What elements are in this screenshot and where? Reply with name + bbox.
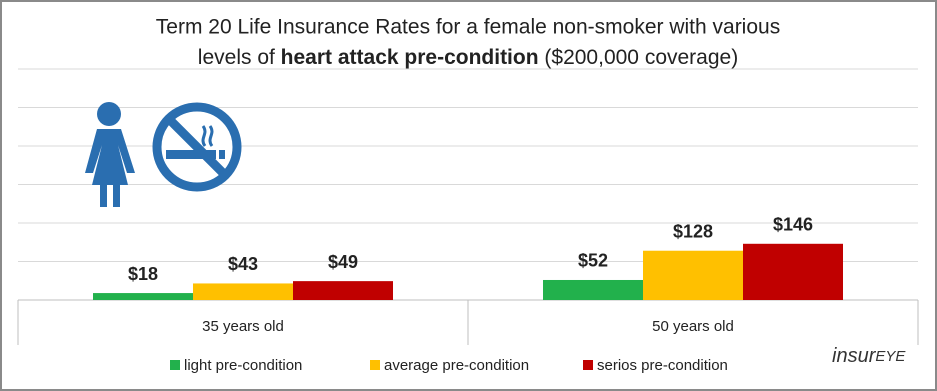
bar [93, 293, 193, 300]
chart-title: levels of heart attack pre-condition ($2… [198, 46, 738, 69]
logo-part: EYE [875, 348, 906, 365]
bar [543, 279, 643, 300]
legend-swatch [370, 360, 380, 370]
x-tick-label: 35 years old [202, 318, 284, 335]
woman-icon [85, 102, 135, 207]
bar [643, 250, 743, 300]
title-part: ($200,000 coverage) [539, 46, 739, 69]
x-tick-label: 50 years old [652, 318, 734, 335]
bar [293, 281, 393, 300]
legend-swatch [170, 360, 180, 370]
data-label: $49 [328, 252, 358, 272]
legend-label: serios pre-condition [597, 357, 728, 374]
logo: insurEYE [832, 345, 906, 367]
legend-swatch [583, 360, 593, 370]
data-label: $128 [673, 221, 713, 241]
data-label: $43 [228, 254, 258, 274]
data-label: $18 [128, 264, 158, 284]
chart-title: Term 20 Life Insurance Rates for a femal… [156, 16, 780, 39]
data-label: $52 [578, 251, 608, 271]
no-smoking-icon [152, 102, 242, 192]
logo-part: insur [832, 345, 877, 367]
title-part: levels of [198, 46, 281, 69]
data-label: $146 [773, 215, 813, 235]
bar [193, 283, 293, 300]
title-part: heart attack pre-condition [281, 46, 539, 69]
bar [743, 243, 843, 300]
legend-label: light pre-condition [184, 357, 302, 374]
legend-label: average pre-condition [384, 357, 529, 374]
